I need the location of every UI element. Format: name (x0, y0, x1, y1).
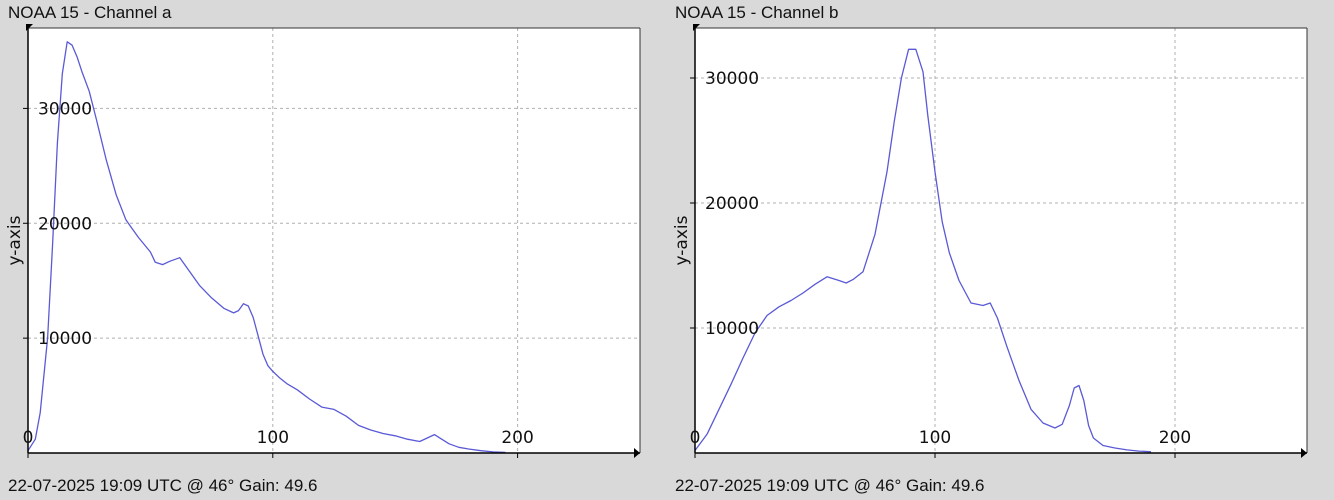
chart-title: NOAA 15 - Channel b (675, 3, 839, 22)
y-tick-label: 10000 (38, 329, 92, 349)
x-tick-label: 0 (690, 428, 701, 448)
chart-title: NOAA 15 - Channel a (8, 3, 172, 22)
data-series-line (27, 41, 506, 454)
line-chart-channel-a: 0 100 200 10000 20000 30000 y-axis (5, 24, 641, 458)
y-tick-label: 20000 (705, 194, 759, 214)
x-tick-label: 0 (23, 428, 34, 448)
data-series-line (694, 48, 1152, 453)
x-tick-label: 200 (501, 428, 533, 448)
x-tick-label: 100 (257, 428, 289, 448)
y-tick-label: 30000 (705, 69, 759, 89)
chart-panel-channel-b: NOAA 15 - Channel b 0 100 200 10000 20000 300… (667, 0, 1327, 500)
x-axis-arrow (1301, 448, 1307, 458)
y-axis-arrow (26, 24, 33, 31)
chart-footer-status: 22-07-2025 19:09 UTC @ 46° Gain: 49.6 (675, 476, 985, 495)
plot-background (695, 28, 1307, 453)
y-axis-arrow (693, 24, 700, 31)
x-tick-label: 200 (1159, 428, 1191, 448)
y-tick-label: 20000 (38, 214, 92, 234)
y-axis-label: y-axis (5, 215, 25, 265)
y-axis-label: y-axis (672, 215, 692, 265)
x-tick-label: 100 (919, 428, 951, 448)
y-tick-label: 10000 (705, 319, 759, 339)
line-chart-channel-b: 0 100 200 10000 20000 30000 y-axis (672, 24, 1308, 458)
chart-footer-status: 22-07-2025 19:09 UTC @ 46° Gain: 49.6 (8, 476, 318, 495)
y-tick-label: 30000 (38, 99, 92, 119)
chart-panel-channel-a: NOAA 15 - Channel a 0 100 200 10000 20000 300… (0, 0, 660, 500)
x-axis-arrow (634, 448, 640, 458)
plot-background (28, 28, 640, 453)
